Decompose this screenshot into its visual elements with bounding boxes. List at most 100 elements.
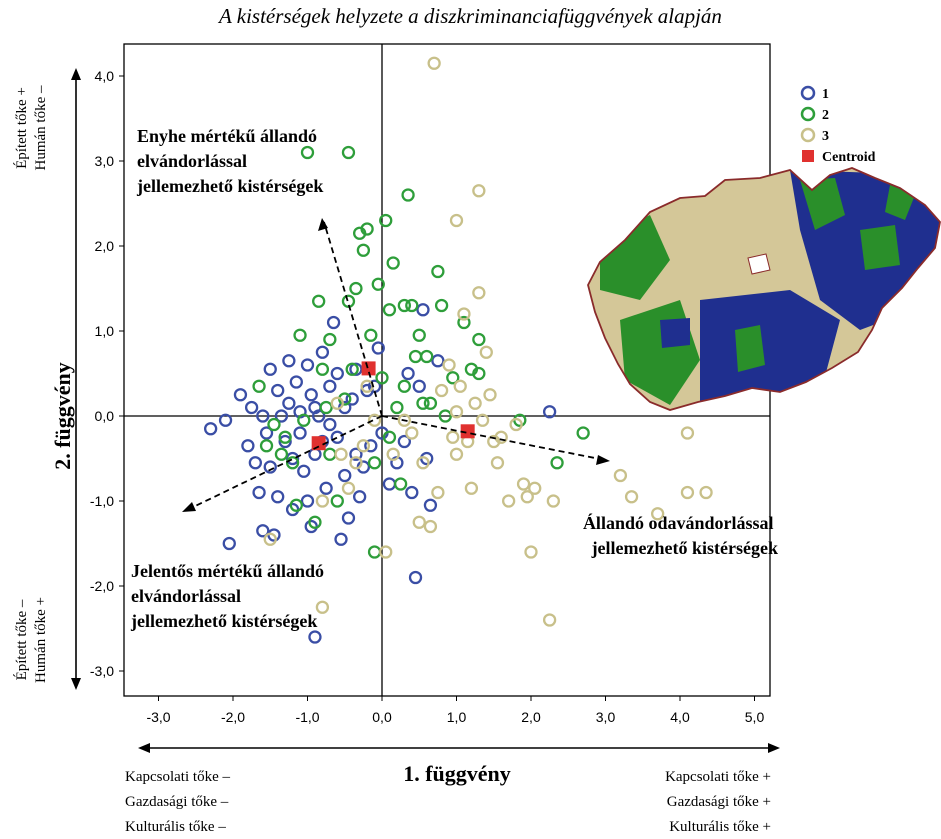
point-group-3 xyxy=(613,468,628,483)
point-group-2 xyxy=(397,298,412,313)
point-group-2 xyxy=(393,477,408,491)
point-group-1 xyxy=(233,388,248,402)
point-group-2 xyxy=(323,447,337,461)
point-group-1 xyxy=(300,494,315,508)
vector-upper xyxy=(323,221,383,417)
y-tick-label: 3,0 xyxy=(95,153,115,169)
y-axis-label: 2. függvény xyxy=(50,362,75,470)
point-group-1 xyxy=(241,439,255,453)
point-group-1 xyxy=(345,392,359,406)
point-group-3 xyxy=(386,447,400,461)
point-group-1 xyxy=(282,396,296,410)
x-left-label-2: Gazdasági tőke – xyxy=(125,794,229,810)
point-group-3 xyxy=(490,456,505,470)
point-group-2 xyxy=(367,456,382,470)
point-group-1 xyxy=(349,447,363,461)
point-group-3 xyxy=(412,515,426,529)
point-group-2 xyxy=(446,371,460,385)
point-group-2 xyxy=(289,498,303,512)
point-group-1 xyxy=(297,464,311,478)
point-group-1 xyxy=(382,477,397,491)
point-group-1 xyxy=(338,468,352,483)
point-group-2 xyxy=(274,447,289,461)
y-arrow-top xyxy=(71,68,81,80)
point-group-3 xyxy=(468,396,482,410)
x-right-side-labels: Kapcsolati tőke + Gazdasági tőke + Kultu… xyxy=(665,769,771,835)
point-group-2 xyxy=(367,545,382,559)
point-group-1 xyxy=(352,490,367,504)
point-group-1 xyxy=(222,536,236,551)
point-group-3 xyxy=(431,485,445,500)
point-group-3 xyxy=(423,519,438,534)
point-group-1 xyxy=(271,383,285,398)
point-group-1 xyxy=(416,303,430,317)
point-group-2 xyxy=(438,409,452,423)
point-group-1 xyxy=(263,460,277,474)
point-group-3 xyxy=(699,485,713,500)
point-group-3 xyxy=(475,413,490,427)
point-group-2 xyxy=(360,222,374,236)
point-group-3 xyxy=(356,439,371,453)
x-left-label-1: Kapcsolati tőke – xyxy=(125,769,230,785)
point-group-2 xyxy=(345,362,359,376)
point-group-2 xyxy=(382,303,397,317)
x-tick-label: 2,0 xyxy=(521,709,541,725)
point-group-2 xyxy=(319,400,333,415)
point-group-3 xyxy=(457,307,471,321)
x-tick-label: 0,0 xyxy=(372,709,392,725)
point-group-3 xyxy=(494,430,508,444)
point-group-1 xyxy=(248,456,263,470)
point-group-2 xyxy=(308,515,322,529)
point-group-3 xyxy=(397,413,412,427)
point-group-2 xyxy=(472,366,486,381)
point-group-3 xyxy=(651,507,665,521)
point-group-1 xyxy=(319,481,333,495)
point-group-3 xyxy=(509,417,523,432)
point-group-1 xyxy=(282,354,296,368)
point-group-2 xyxy=(390,400,404,415)
point-group-2 xyxy=(315,362,330,376)
point-group-1 xyxy=(263,362,277,376)
point-group-2 xyxy=(382,430,397,444)
point-group-2 xyxy=(408,349,423,364)
point-group-2 xyxy=(423,396,438,410)
point-group-2 xyxy=(330,494,344,508)
point-group-1 xyxy=(408,570,423,585)
y-tick-label: 2,0 xyxy=(95,238,115,254)
point-group-3 xyxy=(427,56,441,70)
vector-lower-arrowhead xyxy=(182,502,196,512)
y-top-side-labels: Épített tőke + Humán tőke – xyxy=(13,85,49,170)
legend: 1 2 3 Centroid xyxy=(800,85,876,165)
x-right-label-2: Gazdasági tőke + xyxy=(667,794,771,810)
point-group-2 xyxy=(420,349,434,364)
point-group-2 xyxy=(341,145,356,160)
point-group-3 xyxy=(446,430,460,444)
point-group-2 xyxy=(405,298,419,313)
point-group-1 xyxy=(304,388,318,402)
point-group-3 xyxy=(405,426,419,440)
annotation-lower: Jelentős mértékű állandó elvándorlással … xyxy=(130,561,329,631)
point-group-3 xyxy=(501,494,516,508)
x-arrow-right xyxy=(768,743,780,753)
point-group-2 xyxy=(386,256,400,270)
y-tick-label: 4,0 xyxy=(95,68,115,84)
y-tick-label: -1,0 xyxy=(90,493,114,509)
point-group-2 xyxy=(434,298,449,313)
point-group-2 xyxy=(550,456,564,470)
point-group-2 xyxy=(416,396,430,410)
point-group-3 xyxy=(442,358,456,372)
legend-label-1: 1 xyxy=(822,87,829,102)
y-arrow-bottom xyxy=(71,678,81,690)
point-group-3 xyxy=(367,413,382,427)
point-group-2 xyxy=(267,417,281,432)
point-group-2 xyxy=(576,426,590,440)
point-group-2 xyxy=(293,328,307,342)
y-bottom-label-1: Épített tőke – xyxy=(13,599,30,680)
legend-marker-centroid xyxy=(802,150,814,162)
point-group-3 xyxy=(449,405,464,419)
point-group-2 xyxy=(323,332,337,347)
chart-title: A kistérségek helyzete a diszkriminancia… xyxy=(219,4,722,28)
legend-marker-1 xyxy=(800,85,816,101)
point-group-1 xyxy=(203,422,218,436)
